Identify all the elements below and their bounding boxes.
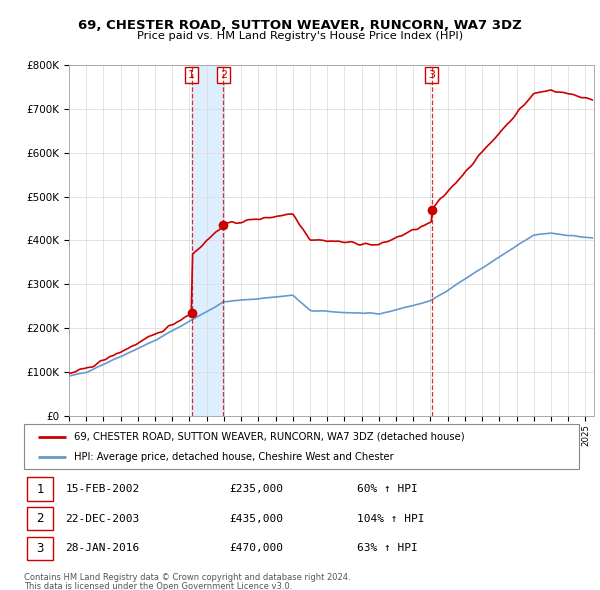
FancyBboxPatch shape: [27, 536, 53, 560]
Text: 69, CHESTER ROAD, SUTTON WEAVER, RUNCORN, WA7 3DZ: 69, CHESTER ROAD, SUTTON WEAVER, RUNCORN…: [78, 19, 522, 32]
Text: 2: 2: [220, 70, 227, 80]
Text: 3: 3: [428, 70, 435, 80]
Text: Price paid vs. HM Land Registry's House Price Index (HPI): Price paid vs. HM Land Registry's House …: [137, 31, 463, 41]
Text: 3: 3: [37, 542, 44, 555]
Text: 15-FEB-2002: 15-FEB-2002: [65, 484, 140, 494]
Text: 28-JAN-2016: 28-JAN-2016: [65, 543, 140, 553]
FancyBboxPatch shape: [27, 507, 53, 530]
Text: £235,000: £235,000: [229, 484, 283, 494]
Text: 63% ↑ HPI: 63% ↑ HPI: [357, 543, 418, 553]
Text: 1: 1: [188, 70, 195, 80]
Text: 60% ↑ HPI: 60% ↑ HPI: [357, 484, 418, 494]
Text: 104% ↑ HPI: 104% ↑ HPI: [357, 514, 425, 523]
Text: HPI: Average price, detached house, Cheshire West and Chester: HPI: Average price, detached house, Ches…: [74, 453, 394, 463]
Text: 69, CHESTER ROAD, SUTTON WEAVER, RUNCORN, WA7 3DZ (detached house): 69, CHESTER ROAD, SUTTON WEAVER, RUNCORN…: [74, 432, 464, 442]
Bar: [191, 65, 223, 416]
FancyBboxPatch shape: [27, 477, 53, 501]
FancyBboxPatch shape: [24, 424, 579, 469]
Text: This data is licensed under the Open Government Licence v3.0.: This data is licensed under the Open Gov…: [24, 582, 292, 590]
Text: Contains HM Land Registry data © Crown copyright and database right 2024.: Contains HM Land Registry data © Crown c…: [24, 573, 350, 582]
Text: £435,000: £435,000: [229, 514, 283, 523]
Text: 22-DEC-2003: 22-DEC-2003: [65, 514, 140, 523]
Text: 2: 2: [37, 512, 44, 525]
Text: 1: 1: [37, 483, 44, 496]
Text: £470,000: £470,000: [229, 543, 283, 553]
